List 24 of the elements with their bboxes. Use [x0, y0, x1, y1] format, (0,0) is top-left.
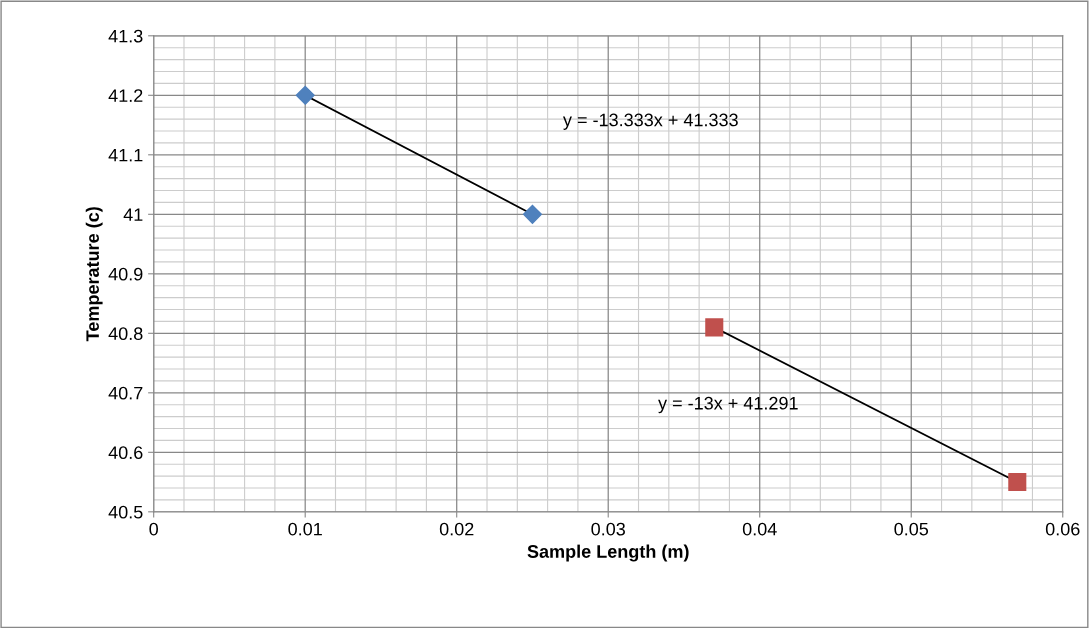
y-tick-label: 40.6 [108, 446, 143, 460]
x-tick-label: 0.04 [742, 522, 777, 536]
y-tick-label: 40.7 [108, 386, 143, 400]
point [1008, 473, 1027, 492]
annotation: y = -13x + 41.291 [658, 396, 798, 414]
y-tick-label: 41.2 [108, 89, 143, 102]
x-tick-label: 0.01 [288, 522, 322, 536]
y-tick-label: 41.3 [108, 29, 143, 43]
y-tick-label: 40.8 [108, 327, 143, 341]
point [295, 85, 315, 105]
y-axis-title: Temperature (c) [85, 207, 103, 342]
x-tick-label: 0 [149, 522, 159, 536]
y-tick-label: 41 [123, 208, 143, 221]
x-tick-label: 0.06 [1045, 522, 1080, 536]
point [705, 318, 724, 337]
annotation: y = -13.333x + 41.333 [562, 113, 738, 130]
y-tick-label: 40.9 [108, 267, 143, 281]
x-tick-label: 0.05 [894, 522, 929, 536]
x-tick-label: 0.02 [439, 522, 474, 536]
x-axis-title: Sample Length (m) [527, 544, 689, 562]
y-tick-label: 40.5 [108, 505, 143, 519]
point [522, 204, 542, 224]
y-tick-label: 41.1 [108, 148, 143, 162]
x-tick-label: 0.03 [591, 522, 625, 536]
